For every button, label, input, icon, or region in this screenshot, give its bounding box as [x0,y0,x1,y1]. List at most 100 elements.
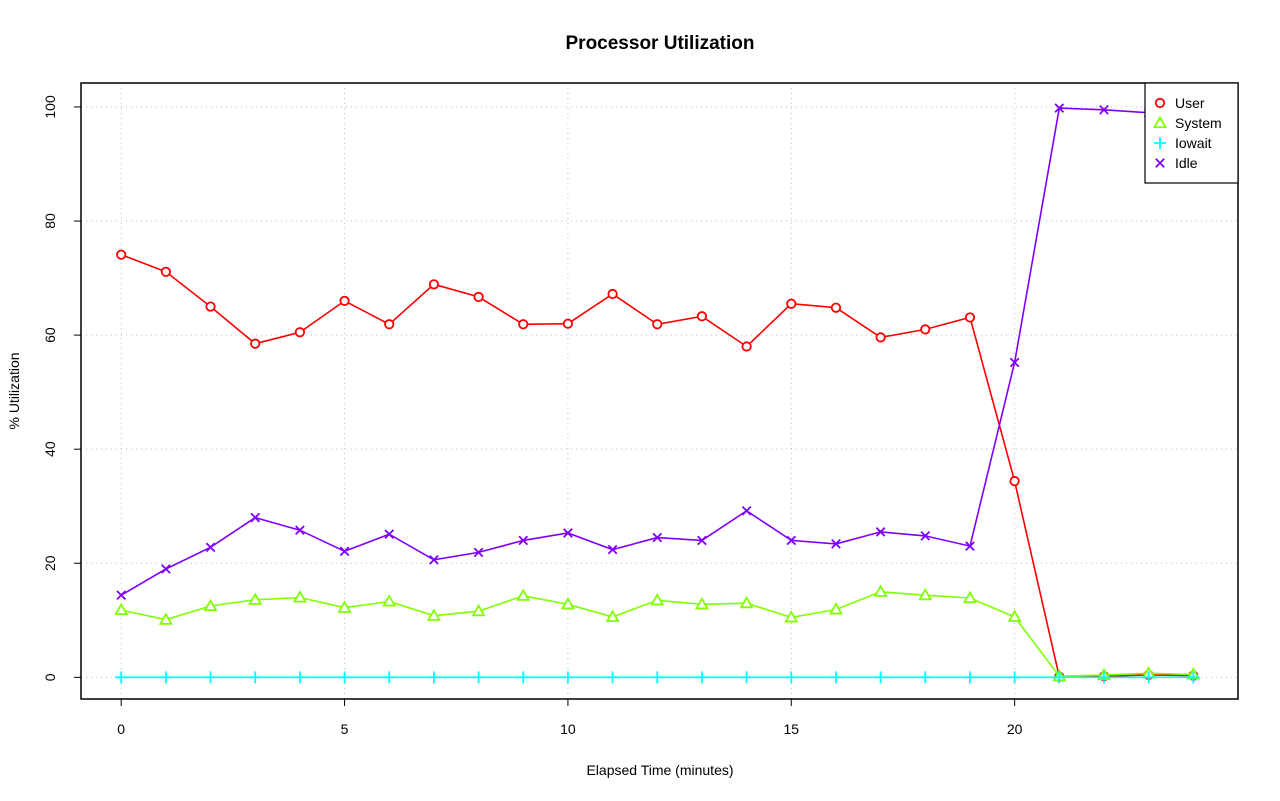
x-axis: 0 5 10 15 20 [117,699,1023,737]
data-point-idle [1054,103,1065,113]
data-point-iowait [249,671,262,684]
data-point-idle [518,535,529,546]
data-point-iowait [963,671,976,684]
y-tick-label: 80 [42,213,58,229]
data-point-idle [563,528,573,538]
data-point-system [471,603,486,617]
data-point-system [337,600,352,613]
grid [81,83,1238,699]
series-line-user [120,253,1194,678]
data-point-system [1007,609,1022,622]
data-point-iowait [293,671,306,684]
data-point-idle [965,541,975,551]
chart-title: Processor Utilization [566,33,755,54]
data-point-idle [161,564,171,574]
data-point-idle [875,527,886,537]
data-point-user [116,249,127,260]
legend-label: Idle [1175,155,1198,171]
data-point-iowait [1097,671,1110,684]
data-point-system [382,594,397,607]
data-point-system [962,590,978,604]
data-point-user [652,319,663,330]
data-point-system [158,612,173,625]
data-point-user [428,279,440,290]
legend-marker-user [1154,97,1166,109]
data-point-user [696,311,708,322]
data-point-user [1009,476,1020,487]
data-point-user [875,332,886,343]
y-tick-label: 20 [42,555,58,571]
data-point-idle [295,525,305,536]
data-point-idle [607,544,618,555]
data-point-user [294,327,305,338]
data-point-idle [384,529,395,539]
y-tick-label: 0 [42,673,58,681]
series-layer [114,103,1201,684]
y-axis-label: % Utilization [6,352,22,429]
legend-label: System [1175,115,1222,131]
data-point-idle [697,535,707,546]
data-point-system [828,602,844,615]
data-point-user [205,301,216,312]
plot-frame [80,82,1239,700]
data-point-system [650,593,665,606]
data-point-idle [1009,357,1020,368]
data-point-idle [786,535,797,546]
data-point-user [741,341,752,352]
data-point-user [384,319,395,330]
data-point-system [739,595,754,609]
data-point-iowait [1142,671,1155,684]
data-point-system [516,588,531,601]
series-user [116,249,1199,682]
legend-item-iowait: Iowait [1154,135,1212,151]
data-point-iowait [561,671,574,684]
legend-item-user: User [1154,95,1205,111]
x-tick-label: 5 [341,721,349,737]
x-tick-label: 20 [1007,721,1023,737]
data-point-idle [1099,104,1109,115]
data-point-system [605,609,620,622]
data-point-iowait [383,671,396,684]
legend-item-system: System [1152,115,1222,131]
data-point-user [830,302,842,313]
series-system [114,584,1201,682]
data-point-iowait [427,671,440,684]
x-tick-label: 0 [117,721,125,737]
data-point-system [784,610,799,623]
data-point-user [518,319,529,330]
x-axis-label: Elapsed Time (minutes) [586,762,733,778]
data-point-user [607,288,618,300]
data-point-idle [473,547,484,558]
y-tick-label: 40 [42,441,58,457]
data-point-system [560,597,575,610]
data-point-idle [339,546,350,557]
data-point-iowait [115,671,128,684]
data-point-iowait [919,671,932,684]
legend-item-idle: Idle [1155,155,1198,171]
data-point-user [786,298,797,309]
x-tick-label: 10 [560,721,576,737]
data-point-user [473,291,484,302]
data-point-user [964,312,976,323]
data-point-iowait [606,671,619,684]
data-point-idle [250,512,261,523]
series-iowait [115,671,1200,684]
data-point-user [920,324,931,335]
data-point-system [918,587,933,601]
data-point-iowait [785,671,798,684]
data-point-iowait [1008,671,1021,684]
data-point-user [562,318,574,329]
data-point-iowait [1187,671,1200,684]
data-point-iowait [874,671,887,684]
data-point-iowait [651,671,664,684]
legend-marker-iowait [1154,137,1166,149]
data-point-system [248,592,263,605]
legend-label: User [1175,95,1205,111]
data-point-system [114,602,129,616]
data-point-idle [831,539,841,549]
data-point-system [426,608,441,621]
data-point-iowait [472,671,485,684]
y-tick-label: 100 [42,95,58,119]
data-point-idle [741,505,752,516]
data-point-user [250,338,261,349]
